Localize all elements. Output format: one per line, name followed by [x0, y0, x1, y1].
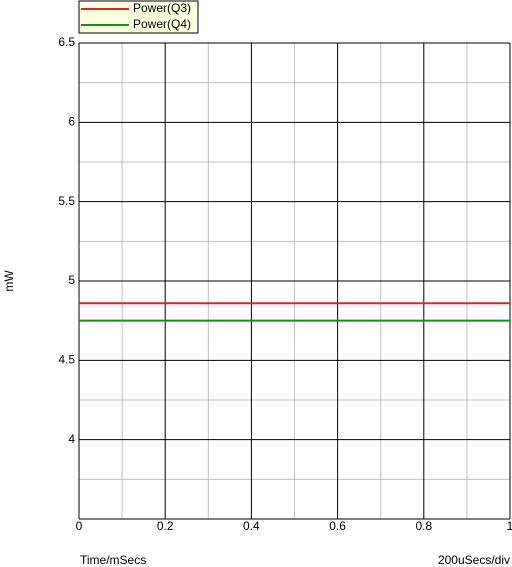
legend-label: Power(Q4)	[133, 17, 191, 31]
y-tick-label: 4	[68, 432, 75, 446]
y-tick-label: 5.5	[58, 194, 75, 208]
legend-box	[78, 0, 199, 34]
x-tick-label: 1	[507, 519, 512, 533]
legend-label: Power(Q3)	[133, 1, 191, 15]
y-tick-label: 5	[68, 273, 75, 287]
y-axis-label: mW	[2, 270, 16, 292]
x-tick-label: 0	[76, 519, 83, 533]
y-tick-label: 6	[68, 115, 75, 129]
x-tick-label: 0.4	[243, 519, 260, 533]
y-tick-label: 4.5	[58, 353, 75, 367]
x-scale-note: 200uSecs/div	[438, 553, 510, 567]
x-tick-label: 0.2	[157, 519, 174, 533]
x-axis-label: Time/mSecs	[80, 553, 146, 567]
x-tick-label: 0.6	[329, 519, 346, 533]
x-tick-label: 0.8	[415, 519, 432, 533]
y-tick-label: 6.5	[58, 35, 75, 49]
